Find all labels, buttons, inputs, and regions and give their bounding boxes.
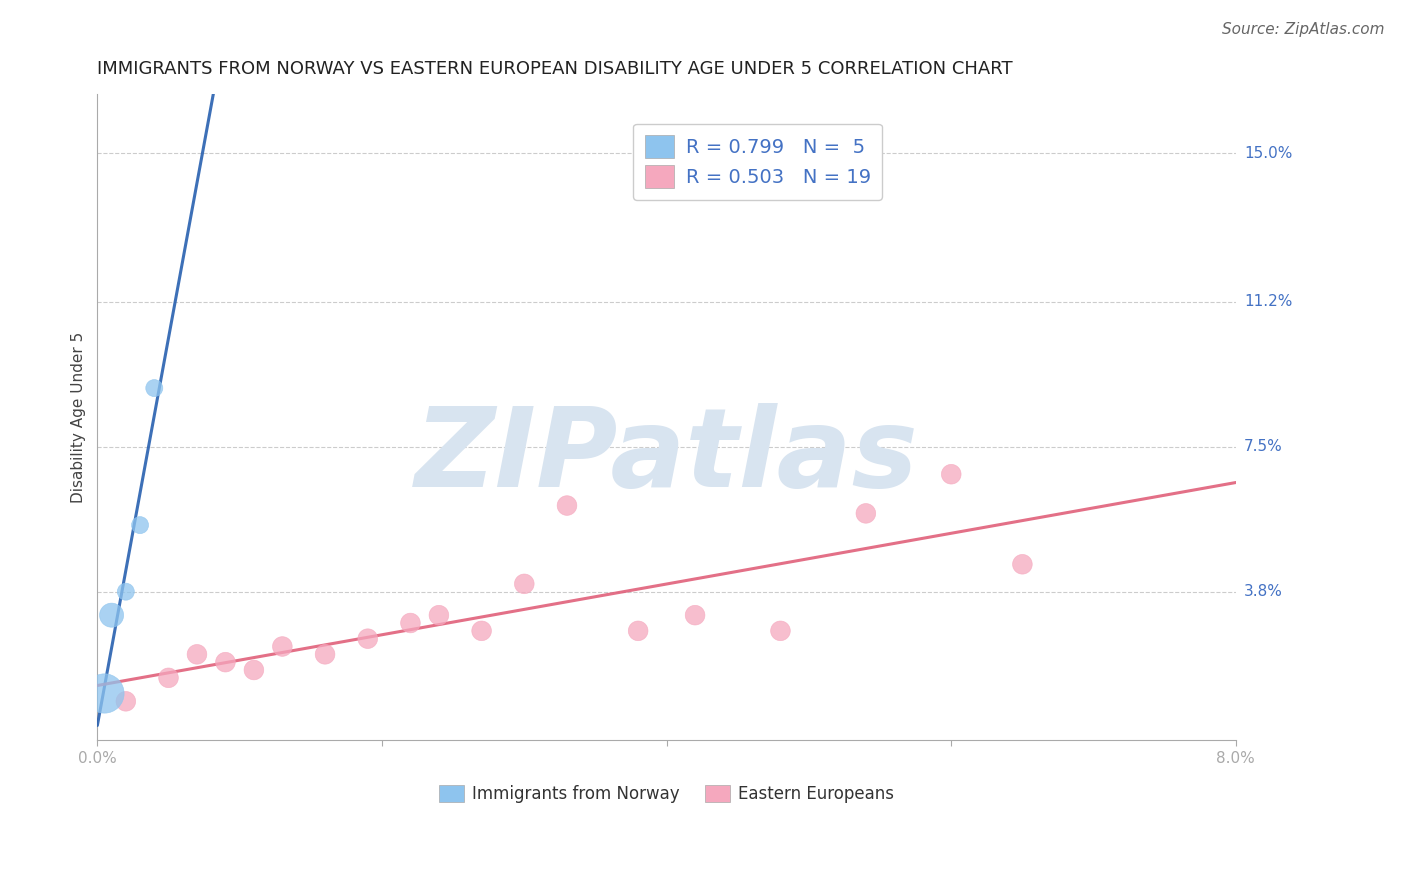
Point <box>93 686 115 700</box>
Text: 3.8%: 3.8% <box>1244 584 1284 599</box>
Point <box>114 694 136 708</box>
Point <box>513 577 536 591</box>
Y-axis label: Disability Age Under 5: Disability Age Under 5 <box>72 332 86 503</box>
Point <box>357 632 380 646</box>
Text: Source: ZipAtlas.com: Source: ZipAtlas.com <box>1222 22 1385 37</box>
Point <box>143 381 166 395</box>
Point <box>214 655 236 669</box>
Text: IMMIGRANTS FROM NORWAY VS EASTERN EUROPEAN DISABILITY AGE UNDER 5 CORRELATION CH: IMMIGRANTS FROM NORWAY VS EASTERN EUROPE… <box>97 60 1012 78</box>
Point <box>186 648 208 662</box>
Text: 7.5%: 7.5% <box>1244 440 1282 454</box>
Text: ZIPatlas: ZIPatlas <box>415 402 918 509</box>
Point <box>941 467 963 482</box>
Point <box>471 624 494 638</box>
Point <box>555 499 578 513</box>
Legend: Immigrants from Norway, Eastern Europeans: Immigrants from Norway, Eastern European… <box>432 778 901 810</box>
Point <box>855 507 877 521</box>
Point <box>100 608 122 623</box>
Text: 11.2%: 11.2% <box>1244 294 1292 310</box>
Text: 15.0%: 15.0% <box>1244 145 1292 161</box>
Point <box>769 624 792 638</box>
Point <box>114 584 136 599</box>
Point <box>271 640 294 654</box>
Point <box>1011 558 1033 572</box>
Point <box>314 648 336 662</box>
Point <box>683 608 706 623</box>
Point <box>157 671 180 685</box>
Point <box>243 663 266 677</box>
Point <box>129 518 152 533</box>
Point <box>399 615 422 630</box>
Point <box>627 624 650 638</box>
Point <box>427 608 450 623</box>
